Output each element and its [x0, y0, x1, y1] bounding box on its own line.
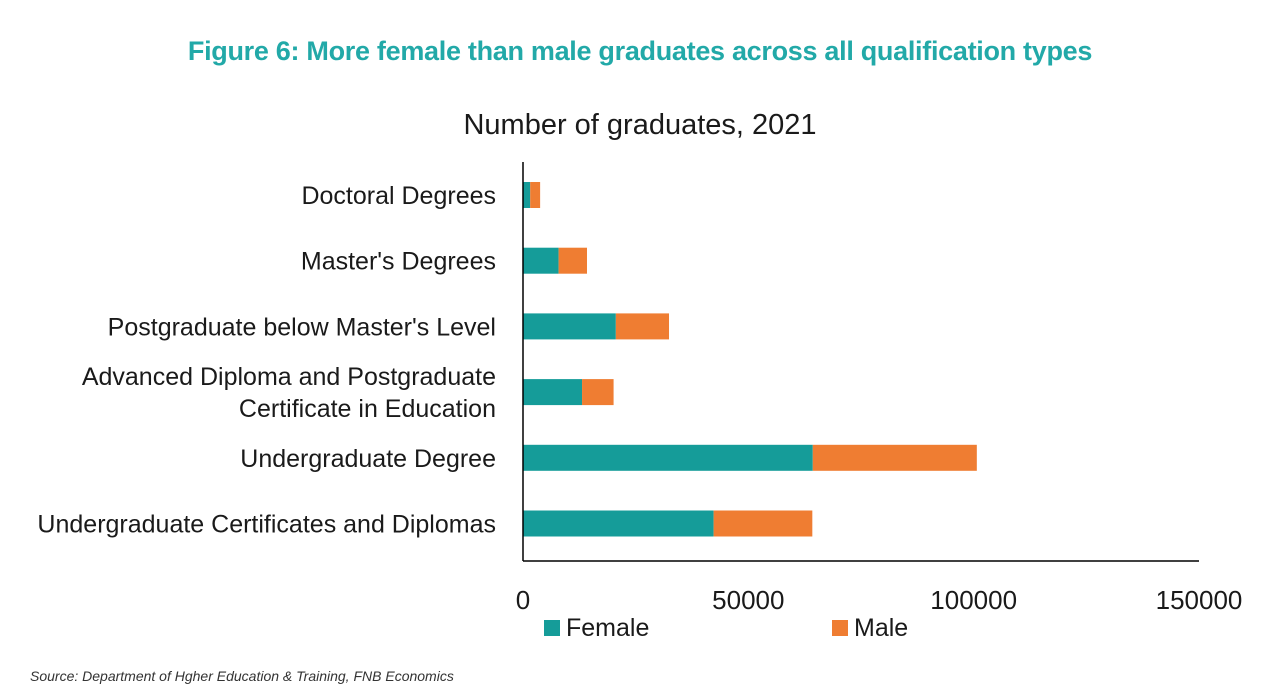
- category-label: Undergraduate Degree: [240, 445, 496, 473]
- bar-male-2: [615, 313, 670, 340]
- legend-swatch-male: [832, 620, 848, 636]
- category-label: Doctoral Degrees: [301, 182, 496, 210]
- legend-label-female: Female: [566, 614, 649, 642]
- bar-male-4: [812, 444, 977, 471]
- bar-female-2: [523, 313, 616, 340]
- legend-label-male: Male: [854, 614, 908, 642]
- x-tick-label: 150000: [1156, 585, 1243, 615]
- bar-male-0: [530, 182, 541, 208]
- chart-title: Number of graduates, 2021: [463, 109, 816, 141]
- category-label: Advanced Diploma and Postgraduate: [82, 363, 496, 391]
- bar-female-4: [523, 444, 813, 471]
- x-tick-label: 100000: [930, 585, 1017, 615]
- bar-male-5: [713, 510, 813, 537]
- bar-female-0: [523, 182, 531, 208]
- bar-male-1: [558, 247, 587, 274]
- x-tick-label: 50000: [712, 585, 784, 615]
- figure-title: Figure 6: More female than male graduate…: [187, 36, 1093, 66]
- category-label: Postgraduate below Master's Level: [108, 313, 496, 341]
- source-note: Source: Department of Hgher Education & …: [30, 668, 454, 684]
- bar-female-5: [523, 510, 714, 537]
- stacked-bar-chart: Number of graduates, 2021 Doctoral Degree…: [37, 109, 1243, 642]
- category-label: Certificate in Education: [239, 395, 496, 423]
- bar-female-3: [523, 379, 583, 406]
- bar-male-3: [582, 379, 614, 406]
- x-tick-label: 0: [516, 585, 530, 615]
- category-label: Undergraduate Certificates and Diplomas: [37, 511, 496, 539]
- legend-swatch-female: [544, 620, 560, 636]
- category-label: Master's Degrees: [301, 248, 496, 276]
- bar-female-1: [523, 247, 559, 274]
